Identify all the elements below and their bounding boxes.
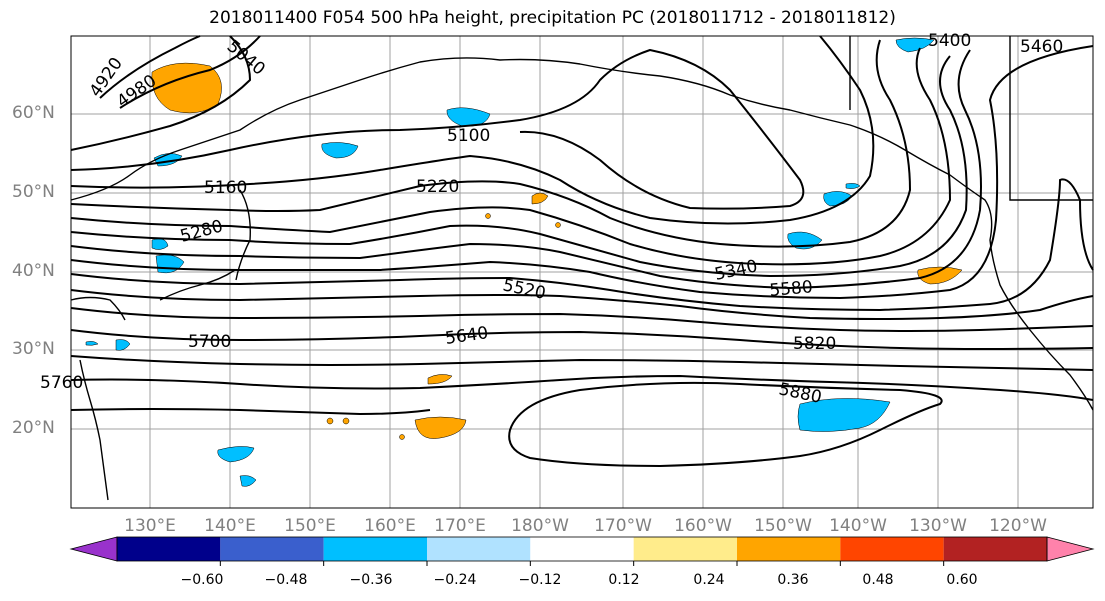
contour-label-5220: 5220	[416, 177, 459, 197]
contour-5220	[70, 39, 912, 248]
contour-5700	[70, 329, 1094, 350]
colorbar-segment	[427, 537, 531, 561]
contour-label-5580: 5580	[769, 277, 814, 301]
colorbar-outline	[116, 536, 1048, 562]
colorbar-segment	[117, 537, 221, 561]
lon-label-130w: 130°W	[909, 516, 967, 536]
colorbar-segment	[633, 537, 737, 561]
colorbar-segment	[220, 537, 324, 561]
colorbar-tick-label: 0.36	[777, 572, 809, 588]
lat-label-50n: 50°N	[12, 182, 55, 202]
colorbar-segment	[840, 537, 944, 561]
contour-5640	[70, 307, 1094, 332]
colorbar-tick-label: 0.12	[608, 572, 640, 588]
lon-label-160e: 160°E	[364, 516, 416, 536]
contour-5580	[70, 289, 1094, 320]
contour-5520	[70, 178, 1094, 312]
precip-negative-patches	[85, 37, 935, 487]
contour-label-5460: 5460	[1020, 37, 1063, 57]
colorbar-segment	[737, 537, 841, 561]
contour-label-5700: 5700	[188, 332, 231, 352]
lon-label-180w: 180°W	[511, 516, 569, 536]
contour-5340	[70, 55, 968, 278]
height-contours	[70, 35, 1094, 468]
lat-label-30n: 30°N	[12, 339, 55, 359]
contour-5880-west	[70, 408, 431, 416]
colorbar-tick-label: 0.48	[862, 572, 894, 588]
contour-5460	[70, 45, 1094, 300]
contour-5880-loop	[508, 381, 943, 468]
colorbar-tick-label: −0.36	[349, 572, 393, 588]
lon-label-150e: 150°E	[284, 516, 336, 536]
contour-label-5820: 5820	[793, 334, 836, 354]
lon-label-120w: 120°W	[989, 516, 1047, 536]
map-border	[70, 35, 1094, 509]
contour-5100	[70, 48, 805, 210]
contour-label-5100: 5100	[447, 126, 490, 146]
coastlines	[70, 36, 1094, 501]
contour-label-5760: 5760	[40, 373, 83, 393]
colorbar-segment	[323, 537, 427, 561]
lon-label-150w: 150°W	[754, 516, 812, 536]
colorbar-tick-label: 0.60	[946, 572, 978, 588]
colorbar-tick-label: −0.24	[433, 572, 477, 588]
lat-label-20n: 20°N	[12, 418, 55, 438]
lon-label-140w: 140°W	[829, 516, 887, 536]
precip-positive-patches	[151, 62, 963, 440]
contour-5160	[70, 35, 875, 225]
contour-label-5400: 5400	[928, 31, 971, 51]
contour-5280	[70, 47, 952, 266]
lat-label-40n: 40°N	[12, 261, 55, 281]
lon-label-130e: 130°E	[124, 516, 176, 536]
colorbar-tick-label: −0.48	[264, 572, 308, 588]
contour-5040	[70, 35, 252, 151]
colorbar	[69, 536, 1095, 566]
contour-4920	[99, 35, 201, 99]
contour-label-5160: 5160	[204, 178, 247, 198]
lon-label-170e: 170°E	[434, 516, 486, 536]
colorbar-tick-label: −0.12	[518, 572, 562, 588]
map-title: 2018011400 F054 500 hPa height, precipit…	[209, 8, 896, 28]
colorbar-tick-label: 0.24	[693, 572, 725, 588]
lon-label-170w: 170°W	[594, 516, 652, 536]
lon-label-140e: 140°E	[204, 516, 256, 536]
contour-5820	[70, 374, 1094, 401]
colorbar-extend-high	[1046, 536, 1095, 562]
contour-4980	[119, 35, 261, 109]
contour-5400	[70, 49, 982, 290]
colorbar-segment	[530, 537, 634, 561]
lat-label-60n: 60°N	[12, 103, 55, 123]
lon-label-160w: 160°W	[674, 516, 732, 536]
colorbar-tick-label: −0.60	[180, 572, 224, 588]
colorbar-extend-low	[69, 536, 118, 562]
contour-5760	[70, 355, 1094, 371]
colorbar-segment	[943, 537, 1047, 561]
